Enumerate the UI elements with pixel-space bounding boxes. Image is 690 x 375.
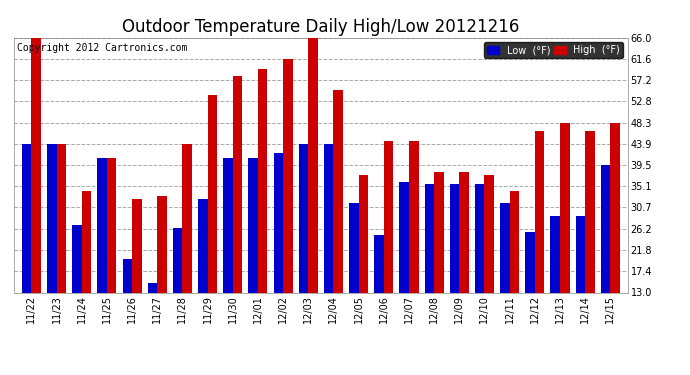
Bar bbox=[97, 158, 107, 292]
Bar bbox=[32, 38, 41, 292]
Bar bbox=[475, 184, 484, 292]
Bar bbox=[434, 172, 444, 292]
Bar bbox=[424, 184, 434, 292]
Bar bbox=[551, 216, 560, 292]
Bar bbox=[484, 175, 494, 292]
Bar bbox=[359, 175, 368, 292]
Bar bbox=[283, 59, 293, 292]
Bar bbox=[585, 131, 595, 292]
Text: Copyright 2012 Cartronics.com: Copyright 2012 Cartronics.com bbox=[17, 43, 187, 52]
Bar bbox=[575, 216, 585, 292]
Bar bbox=[132, 199, 141, 292]
Bar bbox=[248, 158, 258, 292]
Bar bbox=[72, 225, 81, 292]
Bar bbox=[374, 235, 384, 292]
Bar bbox=[81, 192, 91, 292]
Bar bbox=[560, 123, 569, 292]
Bar bbox=[148, 283, 157, 292]
Bar bbox=[273, 153, 283, 292]
Bar bbox=[308, 38, 318, 292]
Title: Outdoor Temperature Daily High/Low 20121216: Outdoor Temperature Daily High/Low 20121… bbox=[122, 18, 520, 36]
Bar bbox=[198, 199, 208, 292]
Bar bbox=[223, 158, 233, 292]
Bar bbox=[510, 192, 519, 292]
Bar bbox=[535, 131, 544, 292]
Bar bbox=[400, 182, 409, 292]
Bar bbox=[299, 144, 308, 292]
Bar bbox=[107, 158, 117, 292]
Bar bbox=[208, 95, 217, 292]
Bar bbox=[450, 184, 460, 292]
Bar bbox=[123, 259, 132, 292]
Bar bbox=[258, 69, 268, 292]
Bar bbox=[525, 232, 535, 292]
Bar bbox=[333, 90, 343, 292]
Bar bbox=[173, 228, 182, 292]
Bar bbox=[409, 141, 419, 292]
Legend: Low  (°F), High  (°F): Low (°F), High (°F) bbox=[484, 42, 623, 58]
Bar bbox=[182, 144, 192, 292]
Bar bbox=[384, 141, 393, 292]
Bar bbox=[601, 165, 610, 292]
Bar bbox=[47, 144, 57, 292]
Bar bbox=[610, 123, 620, 292]
Bar bbox=[349, 204, 359, 292]
Bar bbox=[157, 196, 167, 292]
Bar bbox=[324, 144, 333, 292]
Bar bbox=[500, 204, 510, 292]
Bar bbox=[233, 76, 242, 292]
Bar bbox=[57, 144, 66, 292]
Bar bbox=[22, 144, 32, 292]
Bar bbox=[460, 172, 469, 292]
